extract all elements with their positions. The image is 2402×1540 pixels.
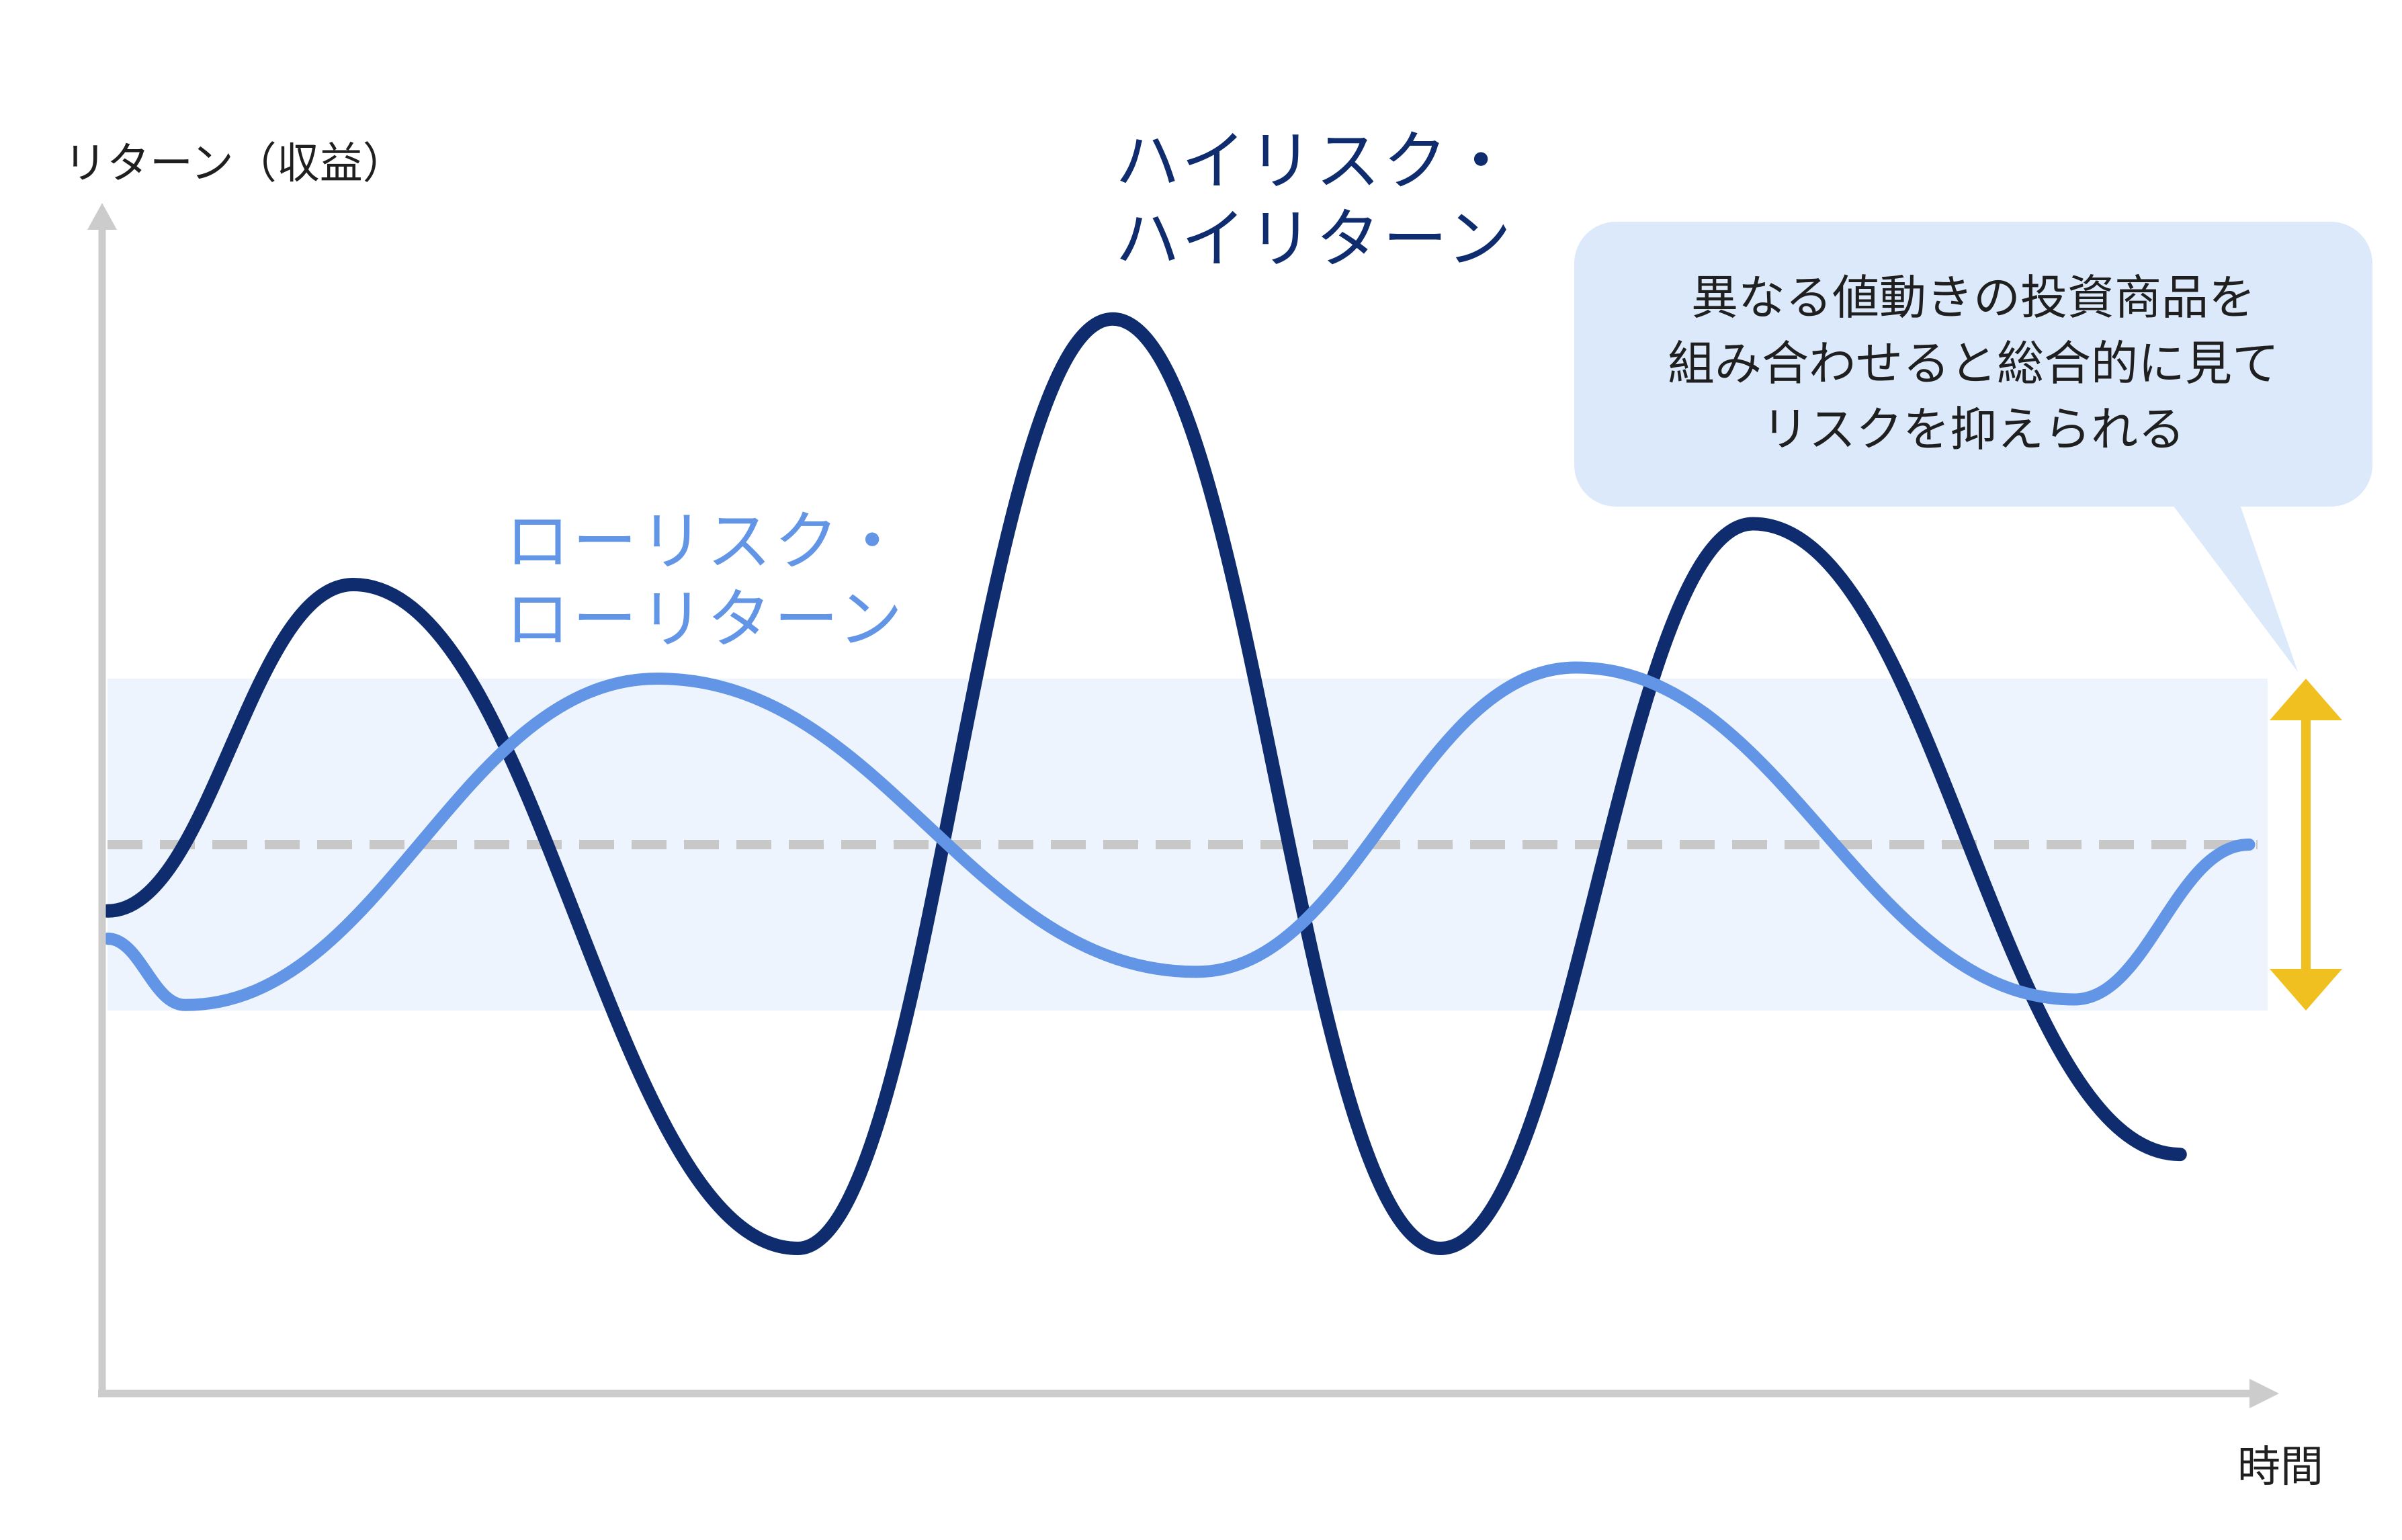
series-label-high-risk-line-2: ハイリターン bbox=[1115, 202, 1514, 277]
x-axis-arrowhead bbox=[2249, 1379, 2279, 1408]
callout-line-2: 組み合わせると総合的に見て bbox=[1668, 336, 2279, 391]
series-label-low-risk-line-2: ローリターン bbox=[505, 582, 906, 657]
range-arrow-head-top bbox=[2270, 679, 2342, 720]
callout-line-3: リスクを抑えられる bbox=[1762, 402, 2185, 457]
y-axis-arrowhead bbox=[87, 203, 117, 230]
series-line-low-risk bbox=[101, 661, 2256, 1011]
y-axis-label: リターン（収益） bbox=[64, 139, 406, 189]
series-label-high-risk-line-1: ハイリスク・ bbox=[1115, 124, 1516, 199]
series-line-high-risk bbox=[101, 312, 2187, 1255]
x-axis-label: 時間 bbox=[2237, 1443, 2323, 1492]
range-arrow-head-bottom bbox=[2270, 969, 2342, 1011]
callout: 異なる値動きの投資商品を 組み合わせると総合的に見て リスクを抑えられる bbox=[1574, 222, 2372, 507]
series-label-low-risk: ローリスク・ ローリターン bbox=[505, 503, 907, 658]
callout-line-1: 異なる値動きの投資商品を bbox=[1691, 270, 2256, 325]
series-label-low-risk-line-1: ローリスク・ bbox=[505, 504, 908, 579]
series-label-high-risk: ハイリスク・ ハイリターン bbox=[1115, 122, 1516, 278]
callout-tail bbox=[2167, 497, 2298, 672]
